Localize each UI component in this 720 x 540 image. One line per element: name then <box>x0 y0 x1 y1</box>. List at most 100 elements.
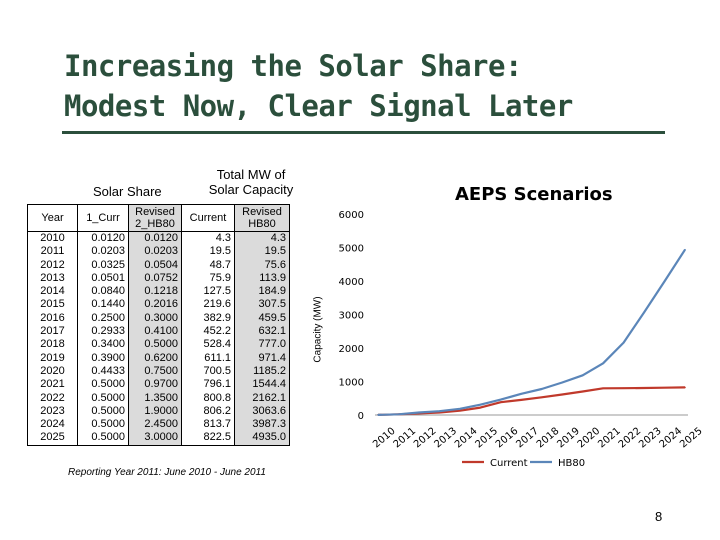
col-rev-hb80-mw-line2: HB80 <box>248 218 276 230</box>
cell-curr: 0.1440 <box>77 298 129 312</box>
x-tick-label: 2014 <box>453 426 480 451</box>
x-tick-label: 2021 <box>596 426 623 451</box>
solar-table: Year 1_Curr Revised 2_HB80 Current Revis… <box>27 204 290 446</box>
cell-rev-hb80-mw: 3063.6 <box>234 404 290 419</box>
cell-current: 382.9 <box>181 311 235 326</box>
cell-rev-hb80: 3.0000 <box>128 431 182 446</box>
data-point <box>622 387 625 389</box>
chart-title: AEPS Scenarios <box>455 184 613 205</box>
data-point <box>663 386 666 389</box>
legend-label-hb80: HB80 <box>558 458 585 469</box>
cell-rev-hb80: 0.6200 <box>128 351 182 365</box>
cell-rev-hb80-mw: 184.9 <box>234 285 290 299</box>
cell-rev-hb80: 0.3000 <box>128 311 182 326</box>
table-row: 2010 0.0120 0.0120 4.3 4.3 <box>27 231 290 246</box>
cell-year: 2013 <box>27 271 78 286</box>
cell-curr: 0.5000 <box>77 431 129 446</box>
table-row: 2012 0.0325 0.0504 48.7 75.6 <box>27 258 290 272</box>
data-point <box>459 408 461 410</box>
cell-curr: 0.2933 <box>77 325 129 339</box>
cell-rev-hb80: 0.0752 <box>128 271 182 286</box>
cell-curr: 0.0840 <box>77 285 129 299</box>
x-tick-label: 2012 <box>412 426 439 451</box>
cell-year: 2020 <box>27 364 78 379</box>
slide-title-line1: Increasing the Solar Share: <box>64 49 522 83</box>
cell-curr: 0.4433 <box>77 364 129 379</box>
cell-year: 2011 <box>27 245 78 259</box>
data-point <box>377 414 379 416</box>
cell-curr: 0.5000 <box>77 418 129 432</box>
col-current: Current <box>181 204 235 232</box>
x-tick-label: 2022 <box>617 426 644 451</box>
cell-current: 806.2 <box>181 404 235 419</box>
total-mw-heading-line1: Total MW of <box>216 167 286 182</box>
cell-year: 2024 <box>27 418 78 432</box>
data-point <box>643 311 645 314</box>
table-header-row: Year 1_Curr Revised 2_HB80 Current Revis… <box>27 204 290 232</box>
solar-share-heading: Solar Share <box>93 184 162 199</box>
cell-current: 796.1 <box>181 378 235 392</box>
y-tick-label: 2000 <box>339 344 364 355</box>
cell-rev-hb80: 0.0120 <box>128 231 182 246</box>
cell-current: 452.2 <box>181 325 235 339</box>
data-point <box>459 409 461 412</box>
cell-current: 822.5 <box>181 431 235 446</box>
y-tick-label: 6000 <box>339 210 364 221</box>
data-point <box>500 401 502 403</box>
data-point <box>643 387 645 389</box>
y-tick-label: 5000 <box>339 244 364 255</box>
y-tick-label: 3000 <box>339 311 364 322</box>
cell-year: 2014 <box>27 285 78 299</box>
total-mw-heading: Total MW of Solar Capacity <box>204 167 298 197</box>
cell-curr: 0.5000 <box>77 391 129 405</box>
cell-year: 2010 <box>27 231 78 246</box>
table-row: 2019 0.3900 0.6200 611.1 971.4 <box>27 351 290 365</box>
cell-curr: 0.0203 <box>77 245 129 259</box>
cell-year: 2025 <box>27 431 78 446</box>
cell-rev-hb80-mw: 971.4 <box>234 351 290 365</box>
data-point <box>602 362 604 365</box>
table-row: 2011 0.0203 0.0203 19.5 19.5 <box>27 245 290 259</box>
x-tick-label: 2015 <box>473 426 500 451</box>
cell-rev-hb80-mw: 2162.1 <box>234 391 290 405</box>
x-tick-label: 2020 <box>576 426 603 451</box>
cell-rev-hb80-mw: 1544.4 <box>234 378 290 392</box>
col-year: Year <box>27 204 78 232</box>
x-tick-label: 2025 <box>678 426 705 451</box>
table-row: 2017 0.2933 0.4100 452.2 632.1 <box>27 325 290 339</box>
cell-rev-hb80-mw: 75.6 <box>234 258 290 272</box>
series-line-hb80 <box>377 249 686 416</box>
col-rev-hb80-mw-line1: Revised <box>242 206 282 218</box>
y-tick-label: 0 <box>358 411 364 422</box>
cell-current: 48.7 <box>181 258 235 272</box>
table-body: 2010 0.0120 0.0120 4.3 4.3 2011 0.0203 0.0203 19… <box>27 231 290 446</box>
cell-curr: 0.0120 <box>77 231 129 246</box>
cell-rev-hb80: 0.7500 <box>128 364 182 379</box>
cell-rev-hb80-mw: 777.0 <box>234 338 290 352</box>
table-row: 2014 0.0840 0.1218 127.5 184.9 <box>27 285 290 299</box>
legend-label-current: Current <box>490 458 528 469</box>
cell-rev-hb80: 2.4500 <box>128 418 182 432</box>
data-point <box>540 396 543 399</box>
cell-rev-hb80-mw: 307.5 <box>234 298 290 312</box>
data-point <box>520 399 523 401</box>
cell-rev-hb80-mw: 1185.2 <box>234 364 290 379</box>
x-tick-label: 2023 <box>637 426 664 451</box>
table-row: 2023 0.5000 1.9000 806.2 3063.6 <box>27 404 290 419</box>
cell-rev-hb80: 0.5000 <box>128 338 182 352</box>
slide-title: Increasing the Solar Share: Modest Now, … <box>64 46 573 126</box>
col-curr: 1_Curr <box>77 204 129 232</box>
table-row: 2022 0.5000 1.3500 800.8 2162.1 <box>27 391 290 405</box>
cell-current: 813.7 <box>181 418 235 432</box>
x-tick-label: 2010 <box>371 426 398 451</box>
data-point <box>438 410 441 412</box>
page-number: 8 <box>655 509 663 524</box>
data-point <box>602 387 604 390</box>
table-row: 2015 0.1440 0.2016 219.6 307.5 <box>27 298 290 312</box>
cell-year: 2012 <box>27 258 78 272</box>
data-point <box>418 411 420 414</box>
cell-rev-hb80-mw: 459.5 <box>234 311 290 326</box>
col-rev-hb80-line1: Revised <box>135 206 175 218</box>
total-mw-heading-line2: Solar Capacity <box>208 182 294 197</box>
